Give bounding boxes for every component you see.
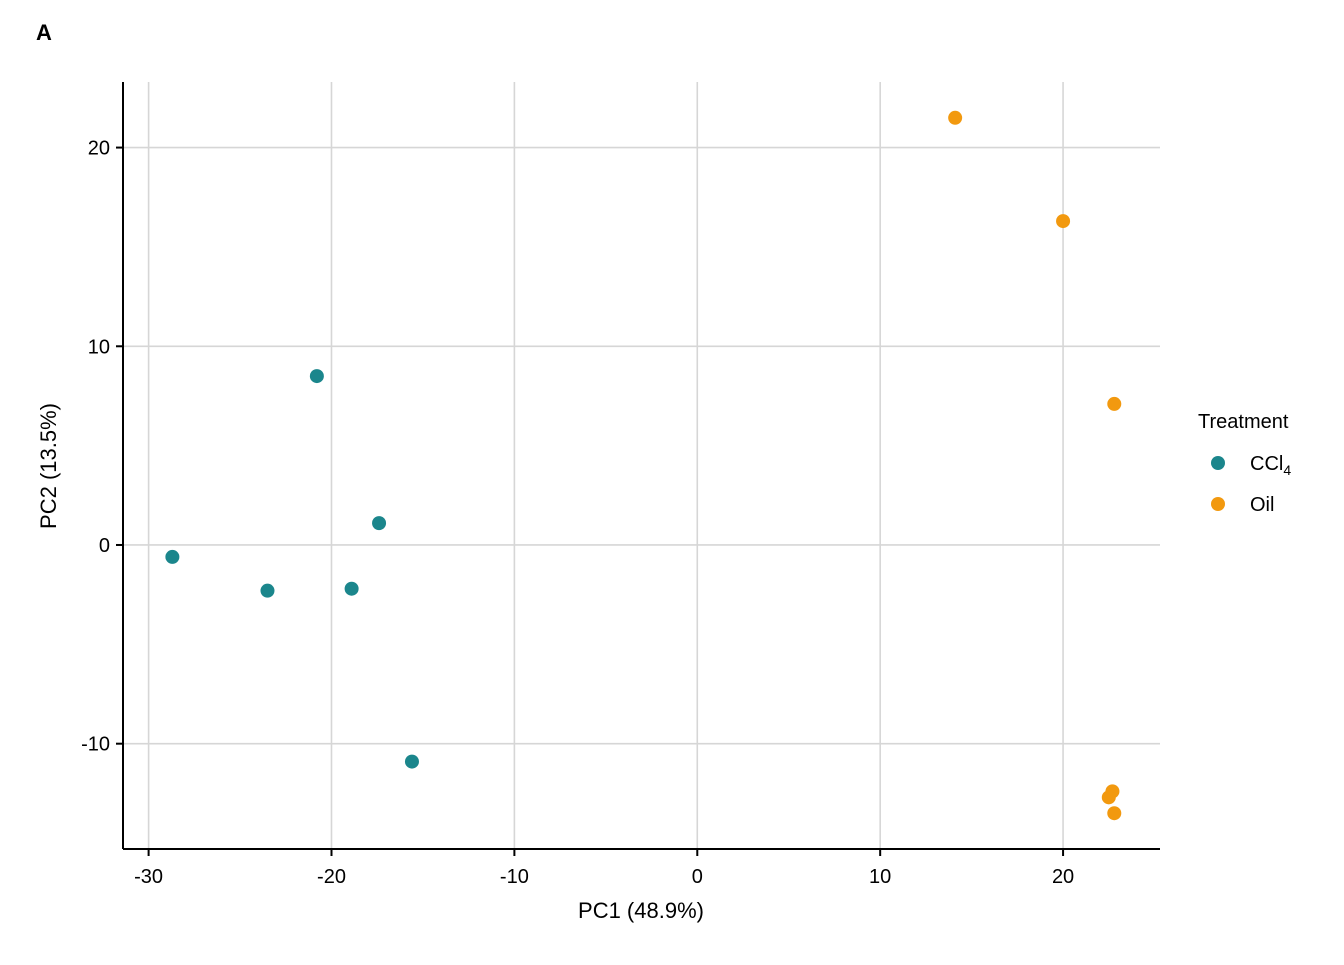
data-point-oil-2 — [1107, 396, 1122, 411]
legend-key-ccl — [1211, 456, 1225, 470]
x-axis-label: PC1 (48.9%) — [578, 898, 704, 923]
y-axis-label: PC2 (13.5%) — [36, 403, 61, 529]
y-tick-label: 0 — [99, 535, 110, 557]
panel-label: A — [36, 20, 52, 45]
data-point-oil-4 — [1101, 790, 1116, 805]
y-tick-label: 20 — [88, 138, 110, 160]
legend: Treatment CCl4 Oil — [1198, 411, 1291, 516]
y-tick-label: -10 — [81, 734, 110, 756]
data-point-ccl-0 — [165, 549, 180, 564]
x-tick-label: -20 — [317, 866, 346, 888]
data-point-ccl-1 — [309, 369, 324, 384]
x-tick-label: 0 — [692, 866, 703, 888]
data-point-ccl-2 — [260, 583, 275, 598]
axes — [116, 82, 1160, 856]
data-point-oil-0 — [948, 110, 963, 125]
x-tick-label: -30 — [134, 866, 163, 888]
data-point-ccl-4 — [372, 516, 387, 531]
x-tick-label: -10 — [500, 866, 529, 888]
x-tick-label: 20 — [1052, 866, 1074, 888]
data-point-oil-1 — [1056, 214, 1071, 229]
data-points — [165, 110, 1122, 821]
data-point-ccl-3 — [344, 581, 359, 596]
y-tick-label: 10 — [88, 336, 110, 358]
tick-labels: -30 -20 -10 0 10 20 -10 0 10 20 — [81, 138, 1074, 888]
data-point-ccl-5 — [404, 754, 419, 769]
legend-items: CCl4 Oil — [1211, 453, 1291, 516]
x-tick-label: 10 — [869, 866, 891, 888]
legend-title: Treatment — [1198, 411, 1289, 433]
legend-key-oil — [1211, 497, 1225, 511]
grid-lines — [123, 82, 1160, 849]
data-point-oil-5 — [1107, 806, 1122, 821]
legend-label-oil: Oil — [1250, 494, 1274, 516]
legend-label-ccl: CCl4 — [1250, 453, 1291, 478]
